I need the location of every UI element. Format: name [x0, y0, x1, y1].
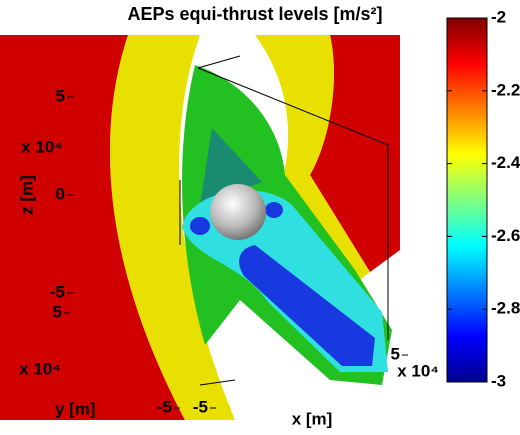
colorbar-tick-label: -2.2 — [491, 80, 520, 99]
x-tick-label: -5 — [193, 397, 208, 416]
surface-yellow — [255, 35, 370, 295]
y-tick-label: 5 — [53, 302, 62, 321]
x-tick-label: 5 — [391, 344, 400, 363]
z-multiplier: x 10⁴ — [21, 137, 63, 156]
colorbar-tick-label: -2 — [491, 7, 506, 26]
surface-blue — [190, 217, 210, 235]
surface-blue — [265, 202, 283, 218]
chart-title: AEPs equi-thrust levels [m/s²] — [127, 4, 382, 24]
x-multiplier: x 10⁴ — [397, 361, 439, 380]
y-axis-label: y [m] — [55, 399, 96, 418]
isosurface-render — [0, 35, 400, 420]
z-tick-label: -5 — [50, 282, 65, 301]
y-multiplier: x 10⁴ — [19, 359, 61, 378]
surface-yellow — [109, 35, 235, 420]
surface-red — [0, 35, 185, 420]
z-axis-label: z [m] — [17, 175, 36, 215]
colorbar-tick-label: -2.6 — [491, 226, 520, 245]
y-tick-label: -5 — [157, 397, 172, 416]
bounding-box — [179, 55, 389, 386]
x-axis-label: x [m] — [292, 409, 333, 428]
z-tick-label: 0 — [56, 184, 65, 203]
surface-red — [310, 35, 400, 272]
colorbar-tick-label: -2.4 — [491, 153, 520, 172]
colorbar — [446, 17, 488, 383]
sphere — [210, 184, 266, 240]
colorbar-tick-label: -2.8 — [491, 299, 520, 318]
colorbar-tick-label: -3 — [491, 371, 506, 390]
z-tick-label: 5 — [56, 86, 65, 105]
surface-blue — [239, 245, 375, 366]
